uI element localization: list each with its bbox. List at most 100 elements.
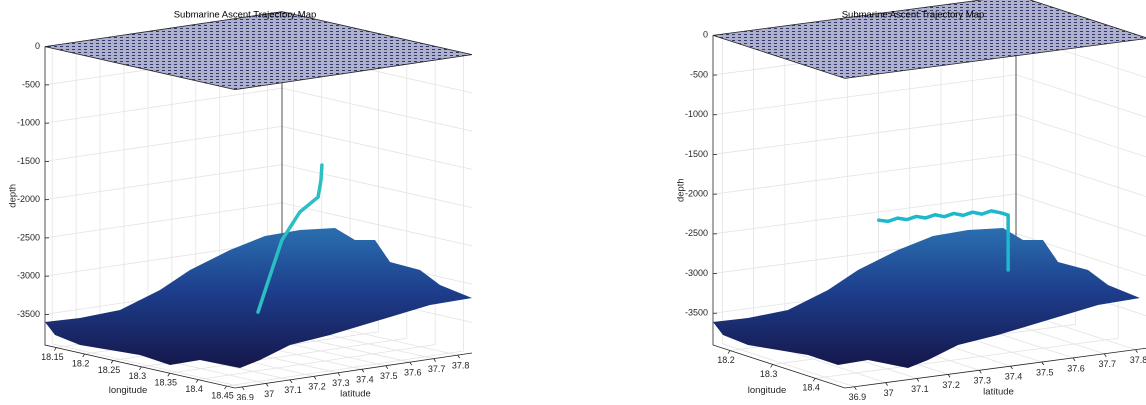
y-tick-label: 37.5 xyxy=(1036,367,1054,377)
z-tick-label: -1500 xyxy=(17,156,40,166)
z-tick-label: -500 xyxy=(690,69,708,79)
z-tick-label: -500 xyxy=(22,79,40,89)
z-tick-label: -3500 xyxy=(685,308,708,318)
y-tick xyxy=(947,374,951,378)
z-tick-label: -1500 xyxy=(685,149,708,159)
y-axis-label: latitude xyxy=(983,387,1014,398)
z-tick-label: 0 xyxy=(35,41,40,51)
y-tick-label: 37.3 xyxy=(332,378,350,388)
y-tick-label: 37.7 xyxy=(1099,359,1117,369)
y-tick xyxy=(916,378,920,382)
axis-box xyxy=(712,35,1146,389)
y-tick xyxy=(289,379,293,384)
y-tick xyxy=(1072,357,1076,362)
y-tick xyxy=(1135,349,1138,353)
y-tick xyxy=(1010,365,1013,370)
y-tick xyxy=(433,358,437,362)
z-tick-label: -3500 xyxy=(17,309,40,319)
x-tick-label: 18.4 xyxy=(802,383,820,393)
x-tick-label: 18.35 xyxy=(155,378,178,388)
x-tick-label: 18.15 xyxy=(41,352,64,362)
grid-line xyxy=(51,45,243,388)
y-tick xyxy=(978,370,982,374)
axis-box xyxy=(712,0,1146,79)
z-axis-label: depth xyxy=(8,184,19,208)
z-axis-label: depth xyxy=(676,178,687,202)
y-tick-label: 36.9 xyxy=(236,392,254,400)
y-tick-label: 36.9 xyxy=(849,392,867,400)
y-tick xyxy=(385,365,389,369)
z-tick-label: -1000 xyxy=(685,109,708,119)
terrain-surface xyxy=(45,228,472,368)
y-tick xyxy=(1041,361,1045,366)
z-tick-label: -2000 xyxy=(17,194,40,204)
y-tick xyxy=(885,382,888,386)
chart-title: Submarine Ascent Trajectory Map xyxy=(842,10,985,21)
grid-line xyxy=(44,164,473,209)
y-tick-label: 37.6 xyxy=(1067,363,1085,373)
z-tick-label: -3000 xyxy=(685,268,708,278)
x-tick-label: 18.2 xyxy=(72,358,90,368)
y-tick xyxy=(361,369,365,373)
z-tick-label: -2500 xyxy=(685,228,708,238)
x-tick xyxy=(139,366,142,371)
y-tick xyxy=(409,361,413,366)
grid-line xyxy=(721,34,855,388)
z-tick-label: -1000 xyxy=(17,118,40,128)
x-tick xyxy=(195,379,199,383)
x-tick-label: 18.4 xyxy=(185,384,203,394)
x-tick xyxy=(167,373,171,377)
x-axis-label: longitude xyxy=(109,385,148,396)
y-tick-label: 37 xyxy=(884,388,894,398)
grid-line xyxy=(712,74,1146,118)
y-tick-label: 37.6 xyxy=(404,368,422,378)
x-tick xyxy=(54,347,57,351)
y-tick xyxy=(265,383,269,387)
trajectory xyxy=(256,163,324,314)
y-axis-label: latitude xyxy=(340,389,371,400)
grid-line xyxy=(712,153,1146,197)
x-axis-label: longitude xyxy=(748,385,787,396)
x-tick xyxy=(224,385,227,390)
axis-box xyxy=(44,11,473,91)
x-tick xyxy=(812,378,816,382)
y-tick xyxy=(337,372,341,377)
y-tick-label: 37.2 xyxy=(942,380,960,390)
z-tick-label: -3000 xyxy=(17,271,40,281)
y-tick-label: 37.4 xyxy=(1005,372,1023,382)
x-tick-label: 18.25 xyxy=(98,365,121,375)
y-tick-label: 37 xyxy=(264,389,274,399)
grid-line xyxy=(44,87,473,132)
grid-line xyxy=(44,125,473,170)
z-tick-label: -2500 xyxy=(17,232,40,242)
z-tick-label: -2000 xyxy=(685,189,708,199)
z-tick-label: 0 xyxy=(703,30,708,40)
axis-box xyxy=(44,46,473,389)
y-tick-label: 37.3 xyxy=(974,376,992,386)
grid-line xyxy=(712,114,1146,158)
front-layer: -3500 -3000 -2500 -2000 -1500 -1000 -500 0 18.15… xyxy=(8,0,1146,402)
grid-line xyxy=(815,28,1119,379)
y-tick-label: 37.4 xyxy=(356,375,374,385)
y-tick-label: 37.7 xyxy=(428,364,446,374)
x-tick xyxy=(770,364,773,368)
x-tick-label: 18.2 xyxy=(717,355,735,365)
y-tick xyxy=(854,386,857,390)
x-tick xyxy=(110,360,114,364)
chart-title: Submarine Ascent Trajectory Map xyxy=(174,10,317,21)
x-tick-label: 18.45 xyxy=(211,390,234,400)
y-tick xyxy=(457,354,460,359)
x-tick xyxy=(727,350,731,354)
y-tick-label: 37.2 xyxy=(308,382,326,392)
sea-surface xyxy=(44,11,473,90)
y-tick-label: 37.1 xyxy=(911,384,929,394)
y-tick-label: 37.8 xyxy=(452,360,470,370)
x-tick-label: 18.3 xyxy=(129,371,147,381)
y-tick-label: 37.1 xyxy=(284,385,302,395)
y-tick xyxy=(1103,353,1107,357)
y-tick-label: 37.8 xyxy=(1130,355,1146,365)
y-tick xyxy=(241,386,245,391)
x-tick-label: 18.3 xyxy=(760,369,778,379)
y-tick xyxy=(313,376,317,380)
